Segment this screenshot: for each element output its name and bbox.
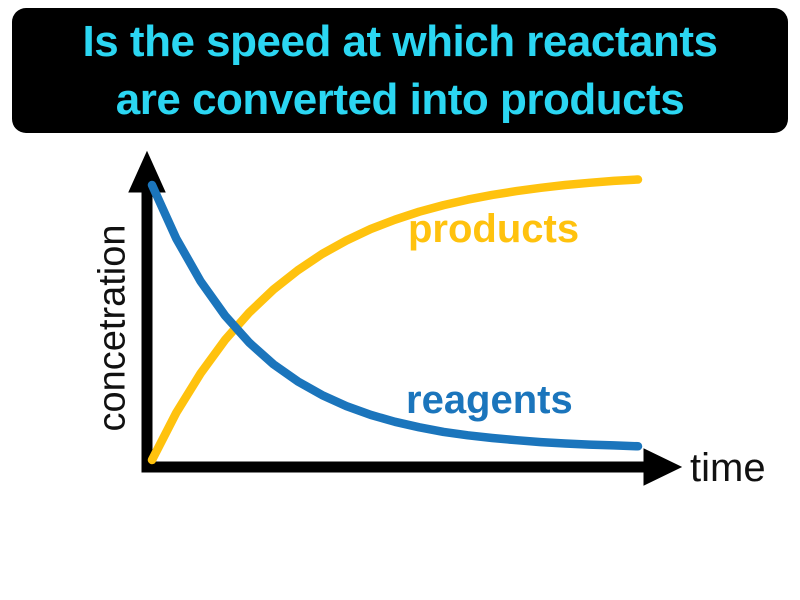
reagents-curve bbox=[147, 180, 643, 451]
products-curve bbox=[147, 175, 643, 465]
y-axis-label: concetration bbox=[91, 224, 134, 432]
products-label: products bbox=[408, 207, 580, 251]
definition-line2: are converted into products bbox=[115, 74, 685, 124]
y-axis-arrow-icon bbox=[128, 150, 166, 193]
x-axis-label: time bbox=[690, 446, 766, 490]
definition-banner: Is the speed at which reactants are conv… bbox=[12, 8, 788, 133]
x-axis-arrow-icon bbox=[643, 448, 683, 486]
reagents-label: reagents bbox=[406, 378, 573, 422]
definition-line1: Is the speed at which reactants bbox=[82, 16, 718, 66]
axes bbox=[128, 150, 683, 486]
